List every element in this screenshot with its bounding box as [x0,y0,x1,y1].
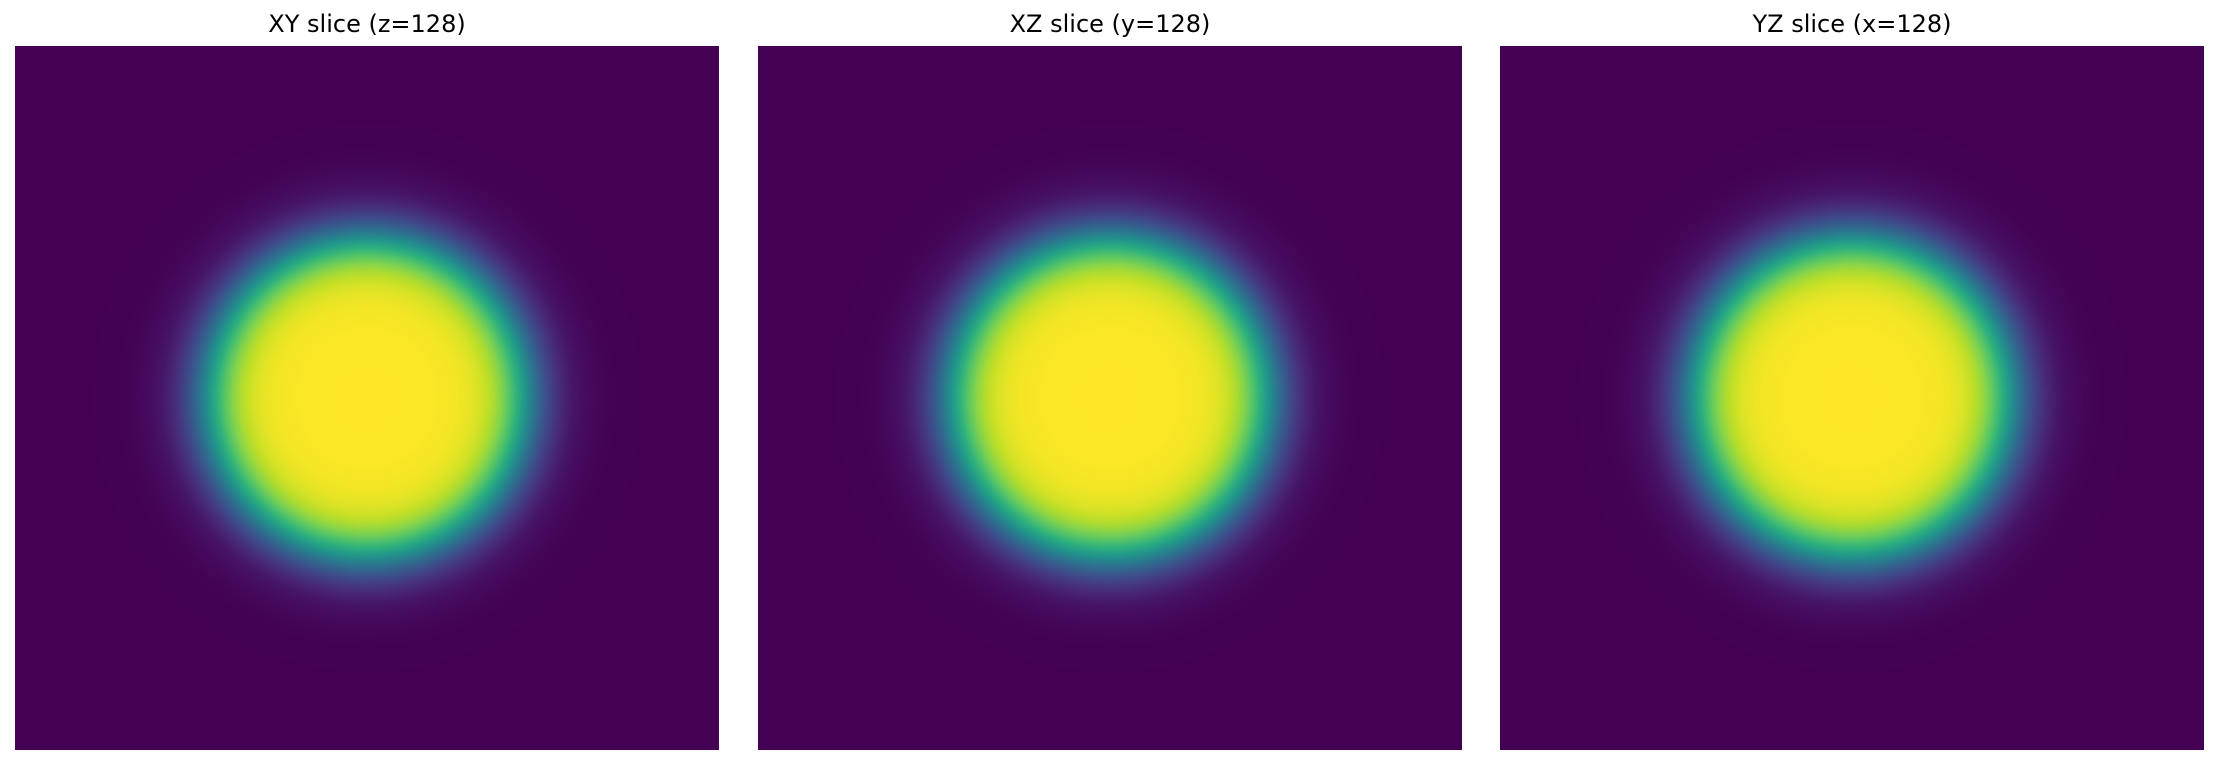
yz-slice-heatmap [1500,46,2204,750]
blob [50,81,684,715]
panel-title: YZ slice (x=128) [1752,10,1952,38]
panel-title: XZ slice (y=128) [1009,10,1211,38]
blob [793,81,1427,715]
panel-xz-slice: XZ slice (y=128) [758,0,1462,765]
xz-slice-heatmap [758,46,1462,750]
blob [1535,81,2169,715]
panel-title: XY slice (z=128) [268,10,466,38]
xy-slice-heatmap [15,46,719,750]
panel-yz-slice: YZ slice (x=128) [1500,0,2204,765]
panel-xy-slice: XY slice (z=128) [15,0,719,765]
